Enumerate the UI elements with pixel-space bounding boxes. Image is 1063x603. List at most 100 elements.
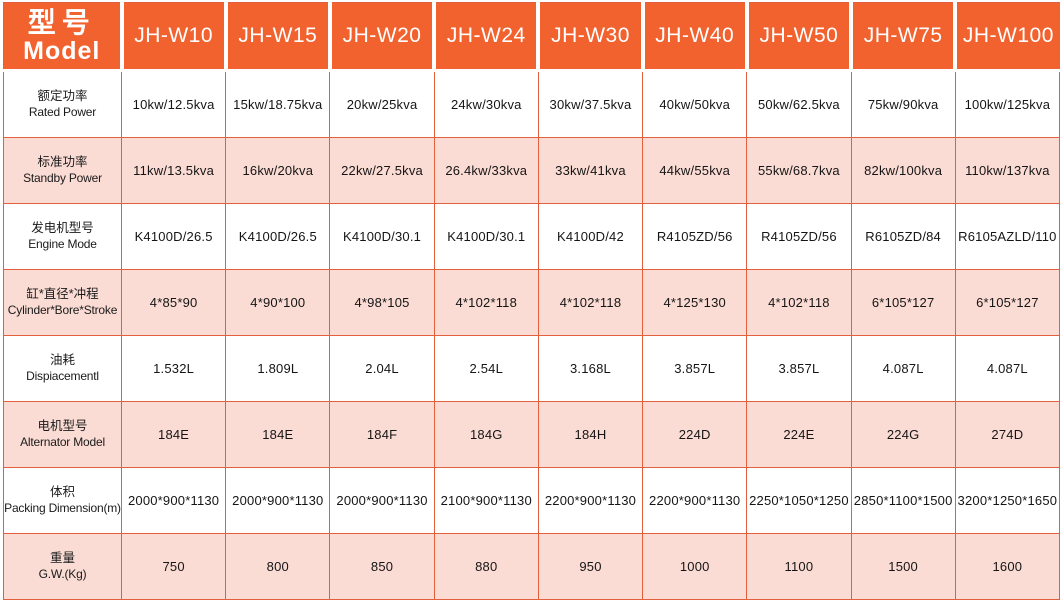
spec-value-cell: 24kw/30kva [433, 70, 539, 138]
spec-value-cell: 16kw/20kva [225, 137, 331, 204]
spec-value-cell: 184H [537, 401, 644, 468]
spec-value-cell: 184G [433, 401, 539, 468]
spec-value-cell: 50kw/62.5kva [746, 70, 852, 138]
row-label: 电机型号 Alternator Model [3, 401, 122, 468]
spec-value-cell: 4*102*118 [746, 269, 852, 336]
spec-value-cell: 750 [120, 533, 227, 600]
spec-value-cell: 44kw/55kva [642, 137, 748, 204]
spec-value-cell: K4100D/26.5 [225, 203, 331, 270]
spec-value-cell: 15kw/18.75kva [225, 70, 331, 138]
row-label-zh: 重量 [49, 550, 75, 565]
spec-value-cell: R6105ZD/84 [850, 203, 956, 270]
row-label-en: Cylinder*Bore*Stroke [7, 303, 118, 318]
spec-value-cell: 1.532L [120, 335, 227, 402]
spec-value-cell: 40kw/50kva [642, 70, 748, 138]
spec-value-cell: 1500 [850, 533, 956, 600]
spec-value-cell: 184E [120, 401, 227, 468]
spec-value-cell: 1600 [954, 533, 1061, 600]
model-column-header: JH-W15 [223, 2, 330, 72]
spec-value-cell: 2100*900*1130 [433, 467, 539, 534]
spec-value-cell: 2000*900*1130 [120, 467, 227, 534]
spec-value-cell: 800 [225, 533, 331, 600]
spec-row: 电机型号 Alternator Model 184E 184E 184F 184G 184H… [3, 401, 1061, 468]
row-label: 额定功率 Rated Power [3, 70, 122, 138]
spec-row: 标准功率 Standby Power 11kw/13.5kva 16kw/20kva 2… [3, 137, 1061, 204]
model-column-header: JH-W75 [849, 2, 956, 72]
spec-value-cell: 2000*900*1130 [225, 467, 331, 534]
spec-row: 油耗 Dispiacementl 1.532L 1.809L 2.04L 2.54L 3.1… [3, 335, 1061, 402]
spec-value-cell: 2850*1100*1500 [850, 467, 956, 534]
spec-row: 缸*直径*冲程 Cylinder*Bore*Stroke 4*85*90 4*90*1… [3, 269, 1061, 336]
spec-value-cell: 184E [225, 401, 331, 468]
row-label-zh: 缸*直径*冲程 [26, 286, 99, 301]
spec-value-cell: 1.809L [225, 335, 331, 402]
spec-value-cell: 4.087L [954, 335, 1061, 402]
spec-value-cell: 4*85*90 [120, 269, 227, 336]
row-label-zh: 发电机型号 [31, 220, 94, 235]
spec-table: 型号 Model JH-W10 JH-W15 JH-W20 JH-W24 JH-W30 J… [3, 2, 1061, 600]
model-column-header: JH-W24 [432, 2, 539, 72]
row-label: 重量 G.W.(Kg) [3, 533, 122, 600]
row-label-zh: 油耗 [49, 352, 75, 367]
row-label-en: Alternator Model [20, 435, 105, 450]
spec-value-cell: 82kw/100kva [850, 137, 956, 204]
model-header-cell: 型号 Model [3, 2, 122, 72]
spec-value-cell: 1100 [746, 533, 852, 600]
spec-value-cell: 2250*1050*1250 [746, 467, 852, 534]
spec-row: 重量 G.W.(Kg) 750 800 850 880 950 1000 1100 1500 160… [3, 533, 1061, 600]
spec-value-cell: 6*105*127 [954, 269, 1061, 336]
spec-row: 发电机型号 Engine Mode K4100D/26.5 K4100D/26.5 K4… [3, 203, 1061, 270]
row-label-zh: 电机型号 [37, 418, 88, 433]
spec-value-cell: 22kw/27.5kva [329, 137, 435, 204]
spec-value-cell: 3.857L [746, 335, 852, 402]
spec-value-cell: 4*125*130 [642, 269, 748, 336]
row-label-en: Dispiacementl [26, 369, 99, 384]
spec-value-cell: 75kw/90kva [850, 70, 956, 138]
spec-value-cell: 2200*900*1130 [642, 467, 748, 534]
row-label-zh: 额定功率 [37, 88, 88, 103]
spec-value-cell: 55kw/68.7kva [746, 137, 852, 204]
row-label: 体积 Packing Dimension(m) [3, 467, 122, 534]
model-column-header: JH-W10 [119, 2, 226, 72]
spec-value-cell: R4105ZD/56 [746, 203, 852, 270]
spec-value-cell: 33kw/41kva [537, 137, 644, 204]
spec-value-cell: 4.087L [850, 335, 956, 402]
spec-value-cell: 11kw/13.5kva [120, 137, 227, 204]
model-column-header: JH-W100 [953, 2, 1060, 72]
row-label-en: Engine Mode [28, 237, 97, 252]
spec-value-cell: K4100D/30.1 [433, 203, 539, 270]
spec-value-cell: 850 [329, 533, 435, 600]
row-label: 发电机型号 Engine Mode [3, 203, 122, 270]
spec-value-cell: 2000*900*1130 [329, 467, 435, 534]
spec-value-cell: 184F [329, 401, 435, 468]
row-label: 油耗 Dispiacementl [3, 335, 122, 402]
spec-value-cell: K4100D/42 [537, 203, 644, 270]
spec-value-cell: 4*90*100 [225, 269, 331, 336]
spec-value-cell: 2200*900*1130 [537, 467, 644, 534]
spec-value-cell: K4100D/30.1 [329, 203, 435, 270]
spec-value-cell: 6*105*127 [850, 269, 956, 336]
row-label-en: Packing Dimension(m) [4, 501, 121, 516]
spec-value-cell: 110kw/137kva [954, 137, 1061, 204]
spec-value-cell: 4*98*105 [329, 269, 435, 336]
spec-value-cell: 224E [746, 401, 852, 468]
spec-value-cell: 224D [642, 401, 748, 468]
row-label-zh: 标准功率 [37, 154, 88, 169]
spec-value-cell: 2.54L [433, 335, 539, 402]
spec-value-cell: K4100D/26.5 [120, 203, 227, 270]
row-label: 标准功率 Standby Power [3, 137, 122, 204]
spec-value-cell: 26.4kw/33kva [433, 137, 539, 204]
row-label-zh: 体积 [49, 484, 75, 499]
spec-value-cell: 20kw/25kva [329, 70, 435, 138]
model-column-header: JH-W40 [640, 2, 747, 72]
header-row: 型号 Model JH-W10 JH-W15 JH-W20 JH-W24 JH-W30 J… [3, 2, 1060, 72]
spec-value-cell: R6105AZLD/110 [954, 203, 1061, 270]
row-label-en: Standby Power [23, 171, 102, 186]
model-column-header: JH-W30 [536, 2, 643, 72]
spec-value-cell: 224G [850, 401, 956, 468]
spec-value-cell: 950 [537, 533, 644, 600]
model-column-header: JH-W20 [327, 2, 435, 72]
row-label: 缸*直径*冲程 Cylinder*Bore*Stroke [3, 269, 122, 336]
spec-value-cell: 1000 [642, 533, 748, 600]
spec-value-cell: 3.168L [537, 335, 644, 402]
